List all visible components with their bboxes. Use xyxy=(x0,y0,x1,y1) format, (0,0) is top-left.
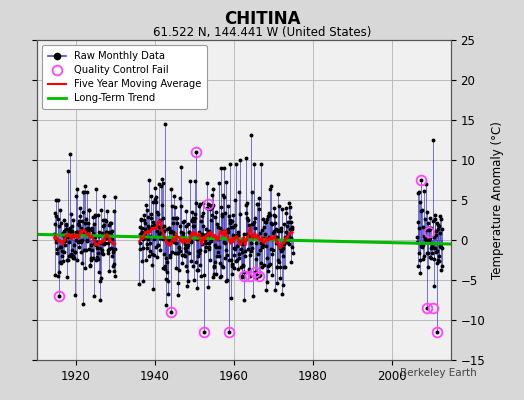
Text: 61.522 N, 144.441 W (United States): 61.522 N, 144.441 W (United States) xyxy=(153,26,371,39)
Legend: Raw Monthly Data, Quality Control Fail, Five Year Moving Average, Long-Term Tren: Raw Monthly Data, Quality Control Fail, … xyxy=(42,45,207,109)
Y-axis label: Temperature Anomaly (°C): Temperature Anomaly (°C) xyxy=(490,121,504,279)
Text: Berkeley Earth: Berkeley Earth xyxy=(400,368,477,378)
Text: CHITINA: CHITINA xyxy=(224,10,300,28)
